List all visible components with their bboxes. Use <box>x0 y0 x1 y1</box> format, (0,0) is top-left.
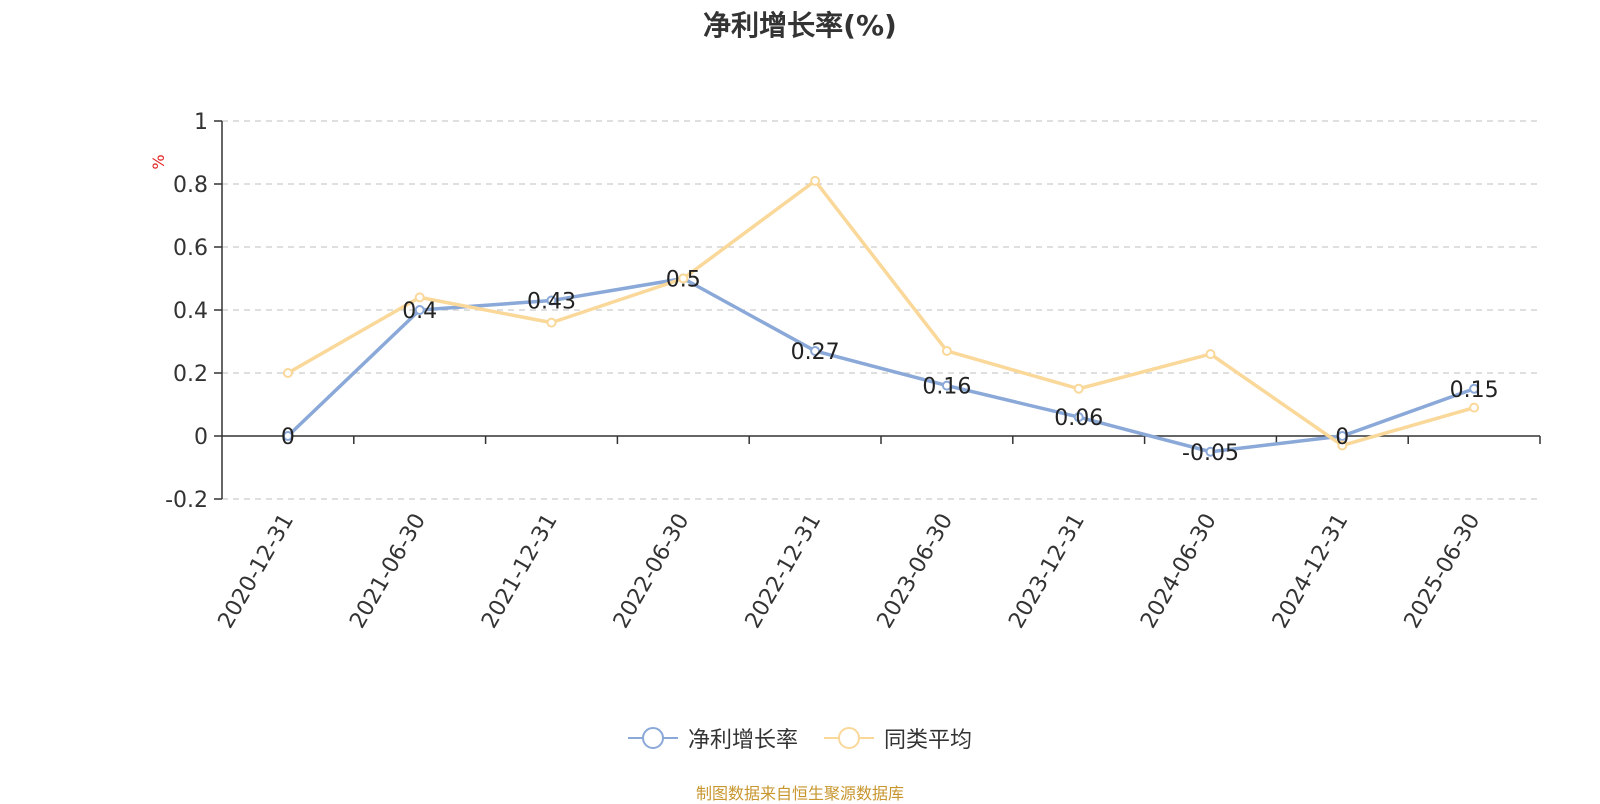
x-tick-label: 2020-12-31 <box>214 510 300 633</box>
x-tick-label: 2023-12-31 <box>1004 510 1090 633</box>
data-point-series2 <box>282 368 293 378</box>
data-point-series2 <box>1205 349 1216 360</box>
series-lines <box>282 175 1480 457</box>
data-point-series2 <box>1337 440 1348 451</box>
data-point-series2 <box>941 345 952 356</box>
data-labels: 0 0.4 0.43 0.5 0.27 0.16 0.06 -0.05 0 0.15 <box>281 268 1499 466</box>
data-point-series1 <box>810 345 821 356</box>
data-point-series2 <box>810 175 821 186</box>
data-label: 0 <box>1335 425 1349 450</box>
x-tick-label: 2021-12-31 <box>477 510 563 633</box>
data-point-series1 <box>282 431 293 441</box>
data-label: 0 <box>281 425 295 450</box>
data-point-series2 <box>1469 402 1480 413</box>
legend: 净利增长率 同类平均 <box>0 722 1600 754</box>
data-label: 0.5 <box>666 268 701 293</box>
x-tick-label: 2025-06-30 <box>1400 510 1486 633</box>
legend-label-series1: 净利增长率 <box>687 728 798 753</box>
data-label: 0.27 <box>791 340 840 365</box>
x-tick-label: 2023-06-30 <box>873 510 959 633</box>
data-label: 0.4 <box>402 299 437 324</box>
data-point-series2 <box>414 292 425 303</box>
y-tick-label: 0.4 <box>173 299 208 324</box>
chart-title: 净利增长率(%) <box>703 9 897 42</box>
y-tick-label: -0.2 <box>165 488 208 513</box>
series-line-1 <box>286 276 1475 454</box>
y-tick-label: 0.2 <box>173 362 208 387</box>
source-note: 制图数据来自恒生聚源数据库 <box>695 784 904 803</box>
data-point-series1 <box>1205 446 1216 457</box>
data-point-series2 <box>678 273 689 284</box>
data-label: -0.05 <box>1182 441 1239 466</box>
data-point-series1 <box>941 380 952 391</box>
y-tick-label: 0.8 <box>173 173 208 198</box>
data-point-series1 <box>546 295 557 306</box>
x-tick-label: 2021-06-30 <box>345 510 431 633</box>
legend-label-series2: 同类平均 <box>884 728 973 753</box>
y-tick-label: 0 <box>194 425 208 450</box>
legend-item-series2[interactable]: 同类平均 <box>824 722 972 754</box>
data-label: 0.16 <box>922 375 971 400</box>
x-tick-label: 2024-06-30 <box>1136 510 1222 633</box>
data-point-series1 <box>1469 383 1480 394</box>
y-tick-label: 0.6 <box>173 236 208 261</box>
y-axis-unit-label: % <box>149 154 168 169</box>
data-label: 0.15 <box>1450 378 1499 403</box>
data-point-series2 <box>546 317 557 328</box>
data-label: 0.06 <box>1054 406 1103 431</box>
data-point-series1 <box>414 305 425 315</box>
legend-line-circle-icon <box>824 727 874 749</box>
data-point-series2 <box>1073 383 1084 394</box>
data-label: 0.43 <box>527 290 576 315</box>
y-tick-label: 1 <box>194 110 208 135</box>
x-tick-label: 2022-12-31 <box>741 510 827 633</box>
data-point-series1 <box>1073 412 1084 423</box>
x-tick-label: 2024-12-31 <box>1268 510 1354 633</box>
data-point-series1 <box>1337 431 1348 441</box>
x-tick-label: 2022-06-30 <box>609 510 695 633</box>
legend-line-circle-icon <box>627 727 678 749</box>
legend-item-series1[interactable]: 净利增长率 <box>627 722 798 754</box>
series-line-2 <box>287 179 1475 448</box>
